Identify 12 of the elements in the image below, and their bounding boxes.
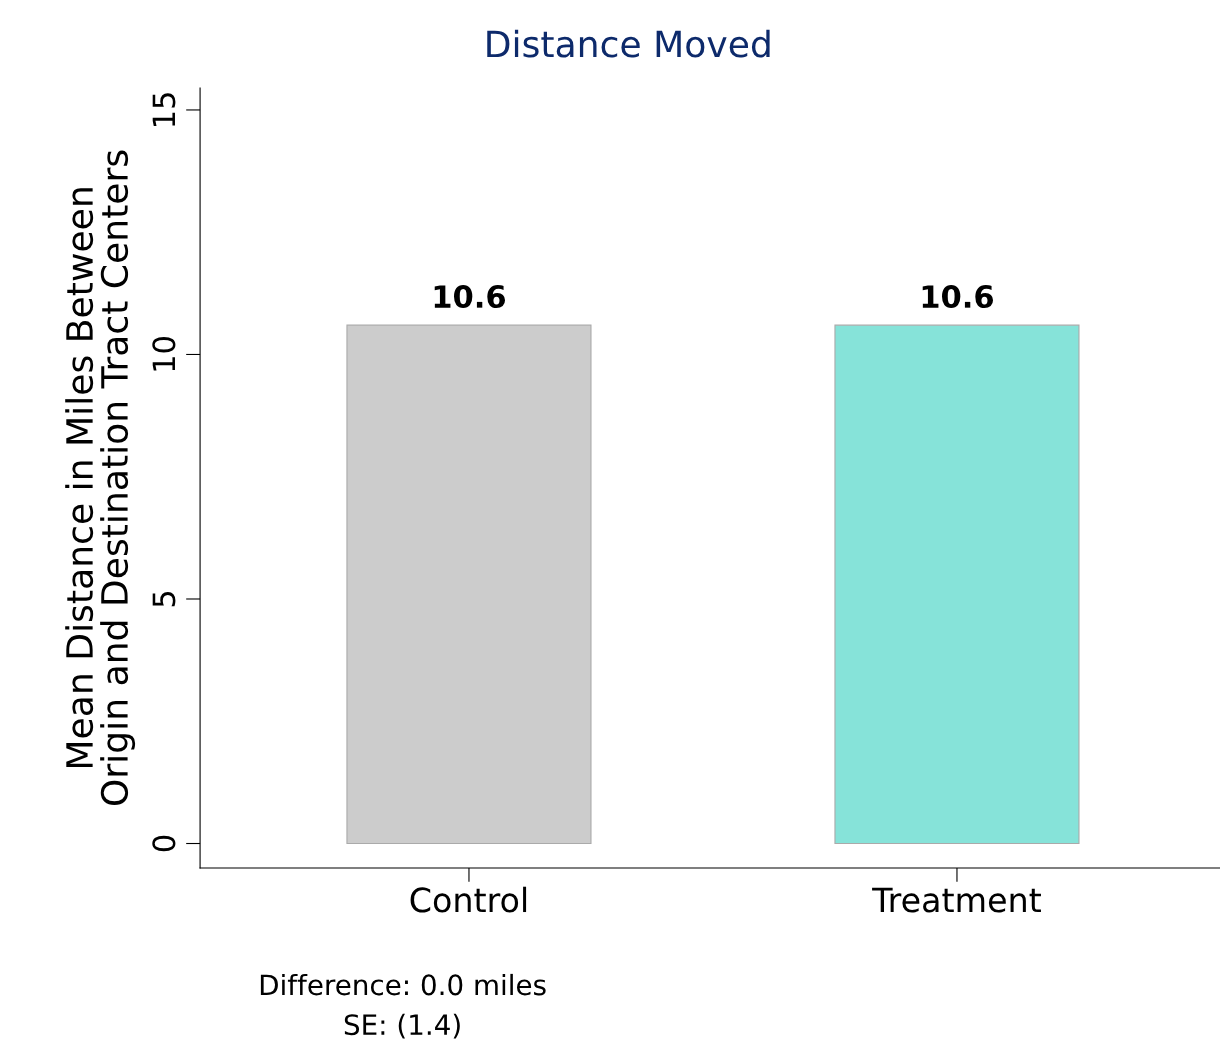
data-label: 10.6	[434, 284, 506, 309]
chart-title: Distance Moved	[487, 29, 770, 58]
y-tick-label: 0	[152, 835, 176, 852]
y-axis-title: Mean Distance in Miles Between Origin and Destination Tract Centers	[65, 150, 136, 806]
x-tick-label: Control	[410, 886, 527, 913]
data-label: 10.6	[922, 284, 994, 309]
text: SE: (1.4)	[344, 1013, 460, 1039]
y-tick-label: 15	[152, 93, 176, 127]
y-tick-label: 5	[152, 591, 176, 607]
x-tick-label: Treatment	[872, 887, 1041, 913]
text: Difference: 0.0 miles	[260, 973, 546, 996]
y-tick-label: 10	[152, 337, 176, 371]
